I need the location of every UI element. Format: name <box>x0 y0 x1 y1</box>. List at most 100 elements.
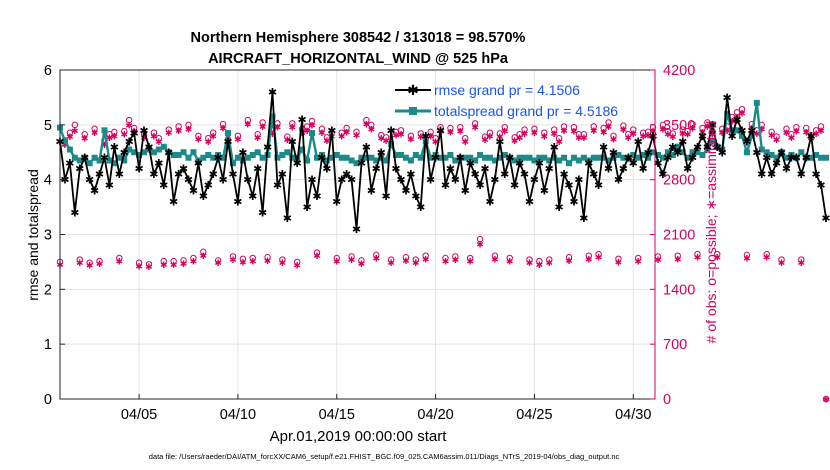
obs-assimilated-marker: ✱ <box>812 130 820 140</box>
rmse-point: ✱ <box>485 196 494 209</box>
obs-possible-marker <box>289 120 296 127</box>
spread-point <box>229 160 236 167</box>
rmse-point: ✱ <box>120 146 129 159</box>
rmse-point: ✱ <box>540 185 549 198</box>
obs-assimilated-marker: ✱ <box>254 134 262 144</box>
rmse-point: ✱ <box>139 124 148 137</box>
rmse-point: ✱ <box>169 196 178 209</box>
spread-point <box>610 154 617 161</box>
obs-possible-marker <box>373 251 380 259</box>
rmse-point: ✱ <box>787 152 796 165</box>
obs-possible-marker <box>116 254 123 262</box>
obs-assimilated-marker: ✱ <box>303 127 311 137</box>
spread-point <box>388 141 395 148</box>
spread-point <box>580 154 587 161</box>
obs-assimilated-marker: ✱ <box>140 134 148 144</box>
spread-point <box>486 154 493 161</box>
rmse-point: ✱ <box>639 163 648 176</box>
obs-assimilated-marker: ✱ <box>659 125 667 135</box>
rmse-point: ✱ <box>471 168 480 181</box>
obs-possible-marker <box>788 131 795 138</box>
obs-possible-marker <box>516 131 523 138</box>
spread-point <box>353 160 360 167</box>
rmse-point: ✱ <box>777 146 786 159</box>
left-axis-ticks: 0 1 2 3 4 5 6 <box>44 63 65 408</box>
obs-possible-marker <box>798 256 805 263</box>
obs-possible-marker <box>160 257 167 265</box>
spread-point <box>798 149 805 156</box>
obs-possible-marker <box>214 257 222 264</box>
spread-point <box>694 149 701 156</box>
obs-assimilated-marker: ✱ <box>699 128 707 138</box>
rmse-point: ✱ <box>228 168 237 181</box>
rmse-point: ✱ <box>134 163 143 176</box>
obs-possible-marker <box>476 236 484 243</box>
spread-point <box>477 151 484 158</box>
obs-assimilated-marker: ✱ <box>723 127 731 137</box>
obs-possible-marker <box>615 255 622 262</box>
spread-point <box>358 154 365 161</box>
spread-point <box>180 149 187 156</box>
rmse-point: ✱ <box>737 124 746 137</box>
obs-possible-marker <box>486 129 494 136</box>
obs-possible-marker <box>590 123 597 130</box>
x-tick-label: 04/20 <box>417 407 453 423</box>
obs-assimilated-marker: ✱ <box>229 256 237 266</box>
obs-assimilated-marker: ✱ <box>244 121 252 131</box>
spread-point <box>185 154 192 161</box>
obs-possible-marker <box>659 121 667 129</box>
obs-possible-marker <box>239 255 247 262</box>
obs-assimilated-marker: ✱ <box>713 254 721 264</box>
obs-assimilated-marker: ✱ <box>545 259 553 269</box>
rmse-point: ✱ <box>772 157 781 170</box>
rmse-point: ✱ <box>302 201 311 214</box>
rmse-point: ✱ <box>609 146 618 159</box>
spread-point <box>333 151 340 158</box>
rmse-point: ✱ <box>386 124 395 137</box>
obs-possible-marker <box>733 109 741 116</box>
rmse-point: ✱ <box>298 113 307 126</box>
rmse-point: ✱ <box>658 168 667 181</box>
rmse-point: ✱ <box>396 174 405 187</box>
obs-possible-marker <box>185 121 192 129</box>
obs-possible-marker <box>437 123 444 131</box>
obs-assimilated-marker: ✱ <box>605 123 613 133</box>
obs-assimilated-marker: ✱ <box>200 252 208 262</box>
obs-assimilated-marker: ✱ <box>580 134 588 144</box>
spread-point <box>788 151 795 158</box>
rmse-point: ✱ <box>643 146 652 159</box>
spread-point <box>669 151 676 158</box>
y2-tick-label: 2800 <box>663 173 695 189</box>
rmse-point: ✱ <box>782 163 791 176</box>
rmse-point: ✱ <box>218 174 227 187</box>
obs-possible-marker <box>125 116 133 124</box>
obs-possible-marker <box>812 127 820 134</box>
obs-assimilated-marker: ✱ <box>541 132 549 142</box>
y2-tick-label: 4200 <box>663 63 695 79</box>
obs-assimilated-marker: ✱ <box>625 134 633 144</box>
rmse-point: ✱ <box>436 124 445 137</box>
spread-point <box>600 154 607 161</box>
spread-point <box>363 154 370 161</box>
rmse-point: ✱ <box>668 141 677 154</box>
rmse-point: ✱ <box>732 113 741 126</box>
x-tick-label: 04/15 <box>319 407 355 423</box>
obs-possible-marker <box>664 127 672 135</box>
obs-possible-marker <box>205 134 212 142</box>
rmse-point: ✱ <box>495 135 504 148</box>
obs-assimilated-marker: ✱ <box>694 254 702 264</box>
obs-assimilated-marker: ✱ <box>160 261 168 271</box>
obs-possible-marker <box>620 122 627 129</box>
rmse-point: ✱ <box>332 196 341 209</box>
obs-possible-marker <box>491 252 499 259</box>
spread-point <box>526 154 533 161</box>
obs-assimilated-marker: ✱ <box>595 254 603 264</box>
rmse-point: ✱ <box>698 130 707 143</box>
obs-assimilated-marker: ✱ <box>239 258 247 268</box>
rmse-point: ✱ <box>683 163 692 176</box>
rmse-point: ✱ <box>767 168 776 181</box>
x-axis-label: Apr.01,2019 00:00:00 start <box>270 428 448 445</box>
obs-possible-marker <box>195 132 202 140</box>
obs-possible-marker <box>793 123 800 131</box>
rmse-point: ✱ <box>233 196 242 209</box>
